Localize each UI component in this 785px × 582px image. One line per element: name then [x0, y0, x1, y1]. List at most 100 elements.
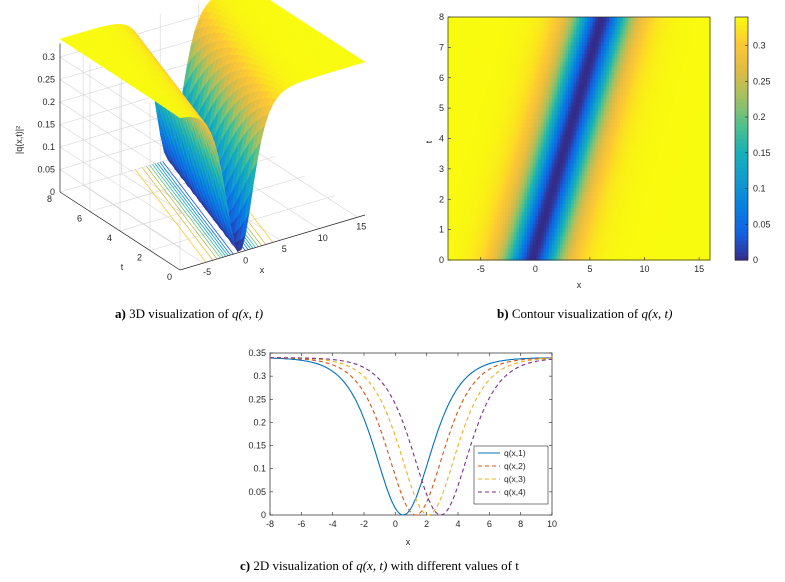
heatmap-cell [568, 138, 572, 144]
heatmap-cell [478, 174, 482, 180]
heatmap-cell [587, 142, 591, 148]
heatmap-cell [663, 134, 667, 140]
heatmap-cell [535, 187, 539, 192]
heatmap-cell [622, 219, 626, 225]
heatmap-cell [497, 243, 501, 249]
heatmap-cell [666, 219, 670, 225]
heatmap-cell [655, 118, 659, 123]
heatmap-cell [614, 142, 618, 148]
heatmap-cell [707, 174, 711, 180]
heatmap-cell [600, 110, 605, 115]
heatmap-cell [508, 114, 512, 119]
heatmap-cell [524, 158, 528, 164]
heatmap-cell [628, 106, 632, 111]
heatmap-cell [639, 130, 643, 136]
heatmap-cell [568, 174, 572, 180]
heatmap-cell [527, 162, 531, 168]
heatmap-cell [663, 255, 667, 261]
heatmap-cell [478, 154, 482, 160]
heatmap-cell [647, 255, 651, 261]
heatmap-cell [671, 211, 676, 217]
heatmap-cell [475, 255, 479, 261]
heatmap-cell [592, 170, 596, 176]
heatmap-cell [557, 223, 561, 229]
heatmap-cell [633, 183, 637, 188]
heatmap-cell [633, 247, 637, 253]
heatmap-cell [655, 231, 659, 237]
heatmap-cell [529, 203, 534, 208]
heatmap-cell [494, 142, 498, 148]
heatmap-cell [649, 243, 654, 249]
heatmap-cell [557, 122, 561, 127]
heatmap-cell [469, 98, 474, 103]
heatmap-cell [478, 235, 482, 241]
heatmap-cell [682, 118, 687, 123]
heatmap-cell [611, 106, 616, 111]
heatmap-cell [669, 215, 673, 221]
heatmap-cell [603, 191, 607, 196]
heatmap-cell [693, 174, 697, 180]
heatmap-cell [598, 134, 602, 140]
heatmap-cell [554, 154, 558, 160]
heatmap-cell [658, 211, 662, 217]
heatmap-cell [483, 158, 487, 164]
heatmap-cell [516, 150, 520, 156]
heatmap-cell [499, 219, 504, 225]
heatmap-cell [557, 191, 561, 196]
heatmap-cell [701, 138, 706, 144]
heatmap-cell [595, 199, 599, 204]
heatmap-cell [630, 142, 635, 148]
heatmap-cell [461, 142, 465, 148]
heatmap-cell [521, 207, 526, 212]
heatmap-cell [494, 134, 498, 140]
heatmap-cell [494, 235, 498, 241]
heatmap-cell [652, 179, 657, 184]
heatmap-cell [461, 166, 465, 172]
heatmap-cell [546, 142, 550, 148]
heatmap-cell [527, 134, 531, 140]
heatmap-cell [579, 199, 583, 204]
heatmap-cell [639, 239, 643, 245]
heatmap-cell [486, 98, 490, 103]
heatmap-cell [464, 195, 468, 200]
heatmap-cell [453, 154, 457, 160]
heatmap-cell [475, 166, 479, 172]
heatmap-cell [524, 110, 528, 115]
heatmap-cell [510, 142, 515, 148]
heatmap-cell [516, 207, 520, 212]
heatmap-cell [453, 211, 457, 217]
heatmap-cell [595, 102, 599, 107]
heatmap-cell [568, 211, 572, 217]
heatmap-cell [625, 166, 629, 172]
heatmap-cell [644, 106, 648, 111]
heatmap-cell [483, 219, 487, 225]
heatmap-cell [606, 162, 610, 168]
heatmap-cell [707, 162, 711, 168]
heatmap-cell [633, 207, 637, 212]
heatmap-cell [546, 219, 550, 225]
heatmap-cell [625, 251, 629, 257]
heatmap-cell [677, 195, 681, 200]
heatmap-cell [543, 191, 547, 196]
heatmap-cell [674, 223, 678, 229]
heatmap-cell [535, 191, 539, 196]
heatmap-cell [669, 203, 673, 208]
heatmap-cell [701, 247, 706, 253]
heatmap-cell [573, 114, 577, 119]
heatmap-cell [456, 255, 460, 261]
heatmap-cell [581, 219, 586, 225]
heatmap-cell [570, 110, 575, 115]
heatmap-cell [478, 130, 482, 136]
heatmap-cell [576, 130, 580, 136]
heatmap-cell [625, 126, 629, 131]
heatmap-cell [494, 126, 498, 131]
heatmap-cell [521, 203, 526, 208]
heatmap-cell [669, 126, 673, 131]
heatmap-cell [625, 158, 629, 164]
heatmap-cell [600, 134, 605, 140]
heatmap-cell [685, 106, 689, 111]
heatmap-cell [554, 231, 558, 237]
heatmap-cell [660, 102, 665, 107]
heatmap-cell [609, 203, 613, 208]
heatmap-cell [497, 162, 501, 168]
